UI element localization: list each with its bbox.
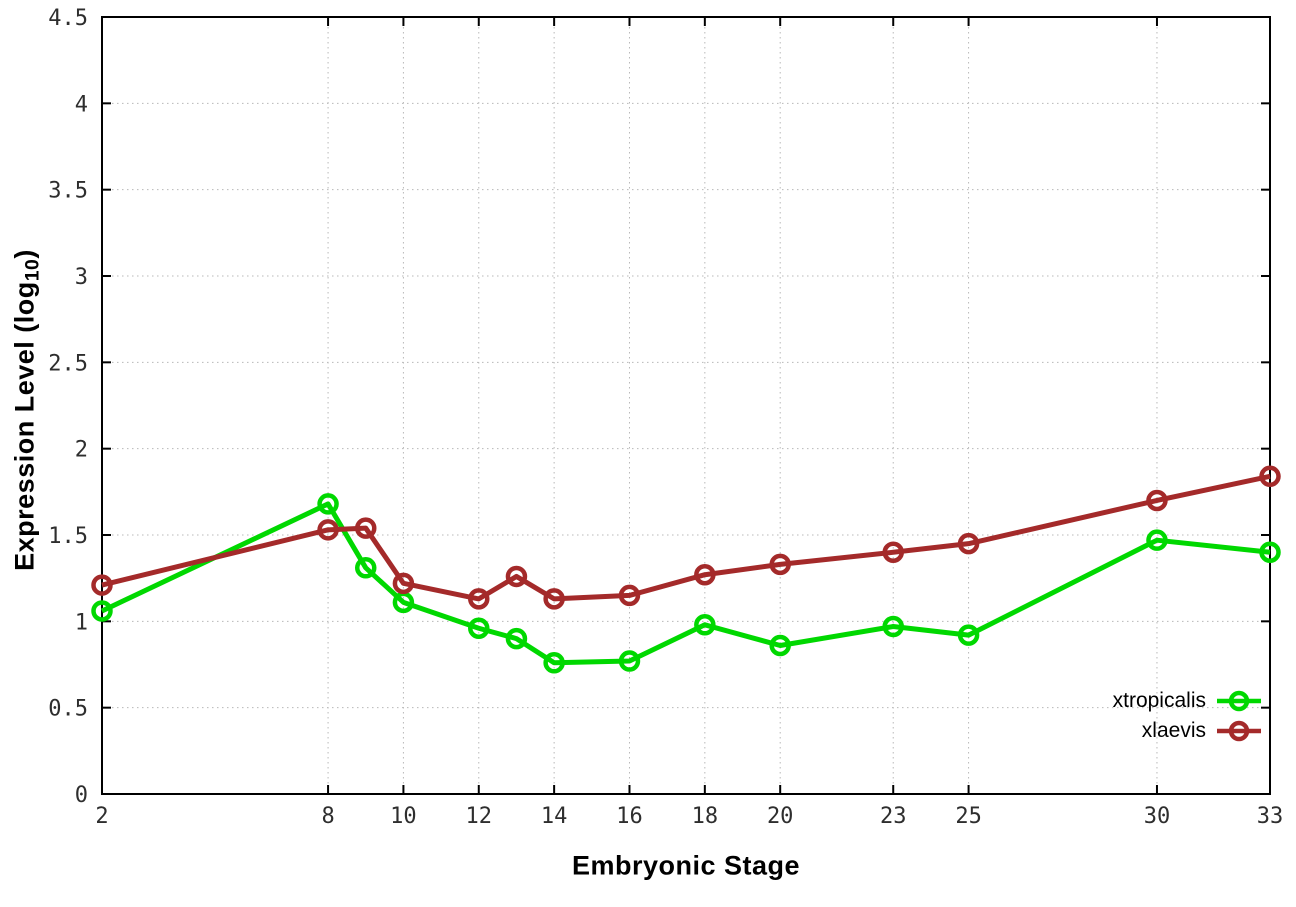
data-point	[354, 557, 377, 579]
legend-item-xtropicalis: xtropicalis	[1113, 686, 1262, 715]
gridlines	[102, 17, 1270, 794]
x-tick-label: 25	[955, 804, 982, 829]
data-point	[1146, 529, 1168, 551]
data-point	[543, 588, 565, 610]
y-tick-label: 4.5	[48, 6, 88, 31]
tick-labels: 2 8 10 12 14 16 18 20 23 25 30 33 0 0.5 1 1.5 2 2.5 3 3.5 4 4…	[48, 6, 1283, 829]
legend-sample-line-icon	[1217, 690, 1261, 711]
x-tick-label: 2	[95, 804, 108, 829]
data-point	[618, 584, 641, 607]
data-point	[957, 532, 980, 555]
series-xlaevis	[91, 465, 1281, 610]
x-tick-label: 10	[390, 804, 417, 829]
data-point	[392, 572, 415, 595]
data-point	[543, 652, 565, 674]
data-point	[882, 541, 904, 564]
x-tick-label: 30	[1144, 804, 1171, 829]
data-point	[468, 617, 490, 639]
tick-marks	[101, 16, 1271, 795]
legend: xtropicalis xlaevis	[1113, 686, 1262, 745]
data-point	[317, 493, 339, 515]
legend-sample-line-icon	[1217, 720, 1261, 741]
x-tick-label: 16	[616, 804, 643, 829]
data-point	[91, 574, 113, 596]
y-tick-label: 2	[75, 438, 88, 463]
y-tick-label: 0	[75, 783, 88, 808]
data-point	[769, 553, 791, 576]
y-axis-title-subscript: 10	[21, 258, 44, 282]
data-point	[91, 600, 113, 622]
x-tick-label: 8	[321, 804, 334, 829]
data-point	[694, 614, 716, 636]
data-point	[1259, 541, 1281, 564]
data-point	[882, 615, 904, 638]
data-point	[618, 650, 641, 672]
x-tick-label: 20	[767, 804, 794, 829]
x-tick-label: 18	[692, 804, 719, 829]
legend-label: xtropicalis	[1112, 688, 1206, 712]
data-point	[468, 588, 490, 610]
plot-border	[101, 16, 1271, 795]
x-tick-label: 23	[880, 804, 907, 829]
y-tick-label: 1	[75, 610, 88, 635]
legend-label: xlaevis	[1141, 718, 1206, 742]
y-tick-label: 4	[75, 92, 88, 117]
data-point	[505, 627, 528, 650]
x-axis-title: Embryonic Stage	[571, 850, 801, 881]
y-axis-title-text: Expression Level (log	[9, 281, 40, 571]
data-point	[505, 565, 528, 588]
series-line	[101, 473, 1271, 602]
x-tick-label: 14	[541, 804, 568, 829]
y-tick-label: 3	[75, 265, 88, 290]
data-point	[354, 517, 377, 539]
data-point	[1259, 465, 1281, 488]
y-tick-label: 2.5	[48, 351, 88, 376]
y-axis-title-suffix: )	[9, 249, 40, 259]
data-point	[317, 519, 339, 541]
data-point	[957, 624, 980, 646]
y-tick-label: 3.5	[48, 179, 88, 204]
x-tick-label: 33	[1257, 804, 1284, 829]
y-axis-title: Expression Level (log10)	[9, 249, 44, 571]
x-tick-label: 12	[466, 804, 493, 829]
y-tick-label: 1.5	[48, 524, 88, 549]
data-point	[1146, 489, 1168, 512]
data-point	[769, 634, 791, 657]
data-point	[694, 563, 716, 586]
y-tick-label: 0.5	[48, 697, 88, 722]
legend-item-xlaevis: xlaevis	[1113, 716, 1262, 745]
series-xtropicalis	[91, 493, 1281, 674]
series-line	[100, 501, 1271, 666]
